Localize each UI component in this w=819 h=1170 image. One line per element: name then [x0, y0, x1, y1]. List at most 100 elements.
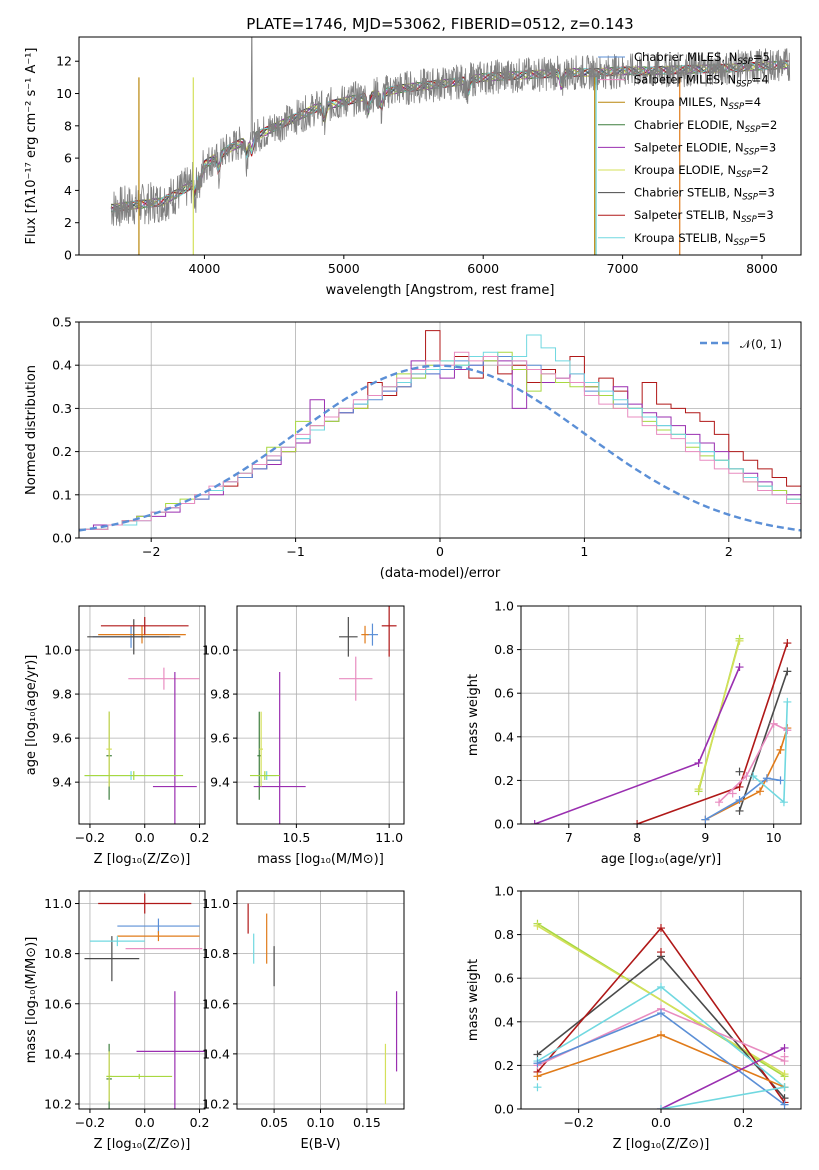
plus-marker	[780, 1070, 789, 1079]
weight-line	[636, 642, 789, 824]
x-axis-label: wavelength [Angstrom, rest frame]	[326, 283, 555, 298]
chart-massweight_vs_age: 7 8 9 10 0.0 0.2 0.4 0.6 0.8 1.0 age [log₁₀(age/yr…	[466, 599, 802, 867]
x-tick-label: 10	[766, 830, 782, 845]
legend: 𝒩(0, 1)	[700, 337, 782, 351]
y-axis-label: mass weight	[466, 674, 481, 756]
x-axis-label: Z [log₁₀(Z/Z⊙)]	[613, 1137, 710, 1152]
plus-marker	[783, 639, 792, 648]
histograms	[79, 330, 801, 532]
error-bars	[247, 903, 398, 1104]
y-tick-label: 6	[64, 151, 72, 166]
legend-entry: Kroupa MILES, NSSP=4	[634, 95, 761, 112]
plus-marker	[735, 636, 744, 645]
weight-line	[705, 777, 781, 821]
legend-entry-main: Kroupa MILES, N	[634, 95, 729, 109]
y-tick-label: 11.0	[44, 896, 72, 911]
plus-marker	[735, 782, 744, 791]
plot-frame	[236, 890, 405, 1110]
legend-entry-subscript: SSP	[734, 238, 750, 248]
y-tick-label: 9.8	[52, 687, 72, 702]
legend-entry-count: =3	[757, 208, 774, 222]
legend-entry-main: Chabrier ELODIE, N	[634, 118, 745, 132]
plus-marker	[756, 787, 765, 796]
y-tick-label: 0.8	[494, 642, 514, 657]
plus-marker	[735, 663, 744, 672]
y-tick-label: 0.1	[52, 487, 72, 502]
chart-age_vs_mass: 10.5 11.0 9.4 9.6 9.8 10.0 mass [log₁₀(M/M⊙)]	[202, 605, 405, 867]
y-tick-label: 0.8	[494, 927, 514, 942]
y-tick-label: 0.4	[52, 358, 72, 373]
x-tick-label: 0.0	[135, 830, 155, 845]
x-tick-label: 0.10	[307, 1115, 335, 1130]
y-tick-label: 0.3	[52, 401, 72, 416]
legend-entry-main: Kroupa STELIB, N	[634, 231, 734, 245]
x-tick-label: 11.0	[375, 830, 403, 845]
plus-marker	[633, 820, 642, 824]
x-axis-label: mass [log₁₀(M/M⊙)]	[257, 852, 384, 867]
spectrum-lines	[110, 37, 791, 255]
y-tick-label: 12	[56, 54, 72, 69]
plus-marker	[776, 776, 785, 785]
plus-marker	[742, 772, 751, 781]
y-axis-label: Flux [fλ10⁻¹⁷ erg cm⁻² s⁻¹ A⁻¹]	[24, 48, 39, 245]
weight-lines	[533, 919, 789, 1109]
x-tick-label: 1	[580, 544, 588, 559]
x-tick-label: 4000	[189, 261, 221, 276]
legend-entry: 𝒩(0, 1)	[740, 337, 782, 351]
y-tick-label: 0.6	[494, 686, 514, 701]
y-tick-label: 0.2	[52, 444, 72, 459]
x-tick-label: −1	[286, 544, 304, 559]
weight-line	[738, 671, 789, 812]
y-tick-label: 0.0	[52, 531, 72, 546]
x-axis-label: (data-model)/error	[380, 566, 501, 581]
y-tick-label: 10.4	[44, 1046, 72, 1061]
plot-frame	[236, 605, 405, 825]
histogram-step-line	[79, 351, 801, 530]
plus-marker	[780, 1052, 789, 1061]
y-tick-label: 0.0	[494, 1102, 514, 1117]
x-tick-label: 0.05	[260, 1115, 288, 1130]
y-tick-label: 10.2	[202, 1096, 230, 1111]
x-tick-label: −0.2	[563, 1115, 593, 1130]
y-tick-label: 9.6	[52, 731, 72, 746]
y-axis-label: mass weight	[466, 959, 481, 1041]
plus-marker	[694, 758, 703, 767]
x-tick-label: 5000	[328, 261, 360, 276]
plus-marker	[780, 1100, 789, 1109]
legend-entry-subscript: SSP	[742, 193, 758, 203]
plus-marker	[657, 1105, 665, 1109]
legend-entry: Chabrier STELIB, NSSP=3	[634, 186, 775, 203]
legend-entry-count: =3	[758, 186, 775, 200]
y-axis-label: Normed distribution	[24, 365, 39, 495]
plus-marker	[735, 767, 744, 776]
x-tick-label: 0.2	[733, 1115, 753, 1130]
plus-marker	[533, 921, 542, 930]
x-tick-label: 7000	[607, 261, 639, 276]
x-tick-label: 10.5	[282, 830, 310, 845]
x-axis-label: Z [log₁₀(Z/Z⊙)]	[94, 1137, 191, 1152]
y-tick-label: 0	[64, 248, 72, 263]
plot-frame	[520, 890, 802, 1110]
y-tick-label: 4	[64, 183, 72, 198]
y-tick-label: 10	[56, 86, 72, 101]
legend-entry-main: Salpeter MILES, N	[634, 73, 736, 87]
legend-entry: Salpeter MILES, NSSP=4	[634, 73, 769, 90]
x-tick-label: −0.2	[75, 830, 105, 845]
legend-entry-subscript: SSP	[745, 125, 761, 135]
chart-spectrum: 4000 5000 6000 7000 8000 0 2 4 6 8 10 12 wavelength …	[24, 36, 802, 298]
plot-frame	[78, 605, 206, 825]
weight-line	[705, 727, 789, 821]
legend-entry-count: =5	[753, 50, 770, 64]
plus-marker	[694, 785, 703, 794]
plus-marker	[780, 1043, 789, 1052]
error-bars	[249, 606, 397, 824]
x-tick-label: 0.15	[353, 1115, 381, 1130]
plus-marker	[780, 1083, 789, 1092]
plus-marker	[657, 1009, 665, 1018]
y-tick-label: 9.8	[210, 687, 230, 702]
plus-marker	[657, 948, 665, 957]
plot-frame	[78, 321, 802, 539]
legend-entry: Kroupa STELIB, NSSP=5	[634, 231, 766, 248]
weight-line	[718, 722, 788, 803]
